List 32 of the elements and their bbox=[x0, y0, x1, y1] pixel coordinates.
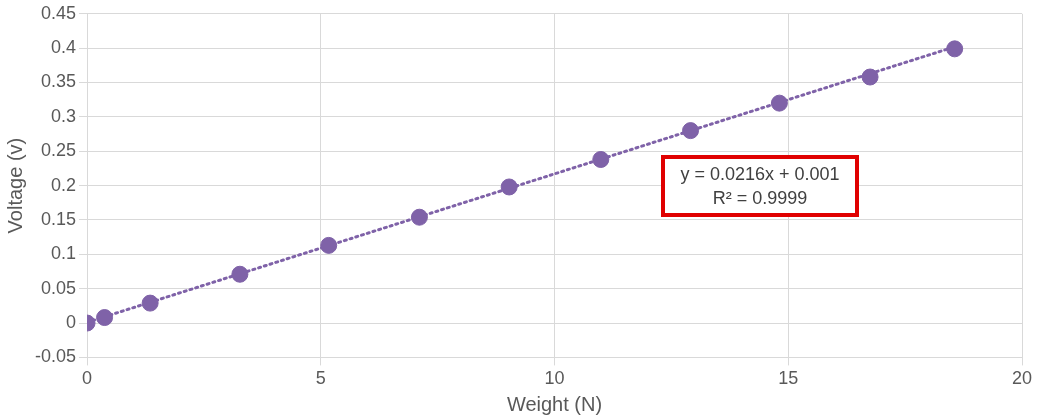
x-tick-label: 0 bbox=[82, 368, 93, 389]
x-tick-label: 10 bbox=[544, 368, 565, 389]
point bbox=[141, 294, 159, 312]
y-tick-label: 0.35 bbox=[40, 71, 77, 92]
annotation: R² = 0.9999 bbox=[712, 187, 808, 210]
point bbox=[770, 94, 788, 112]
point bbox=[946, 40, 964, 58]
y-tick-label: 0.15 bbox=[40, 208, 77, 229]
point bbox=[96, 309, 114, 327]
y-tick-label: 0 bbox=[66, 312, 77, 333]
y-tick-label: 0.05 bbox=[40, 277, 77, 298]
y-tick-label: 0.2 bbox=[51, 174, 77, 195]
point bbox=[682, 122, 700, 140]
x-axis-title: Weight (N) bbox=[506, 392, 603, 415]
point bbox=[592, 150, 610, 168]
note-frame: y = 0.0216x + 0.001 R² = 0.9999 bbox=[661, 155, 859, 217]
point bbox=[410, 208, 428, 226]
y-tick-label: 0.4 bbox=[51, 37, 77, 58]
x-tick-label: 15 bbox=[778, 368, 799, 389]
point bbox=[861, 68, 879, 86]
annotation: y = 0.0216x + 0.001 bbox=[680, 163, 840, 186]
y-axis-title: Voltage (v) bbox=[3, 137, 26, 234]
x-tick-label: 20 bbox=[1011, 368, 1033, 389]
point bbox=[320, 236, 338, 254]
y-tick-label: -0.05 bbox=[35, 346, 77, 367]
y-tick-label: 0.3 bbox=[51, 105, 77, 126]
x-tick-label: 5 bbox=[315, 368, 326, 389]
point bbox=[231, 265, 249, 283]
y-tick-label: 0.45 bbox=[40, 2, 77, 23]
y-tick-label: 0.25 bbox=[40, 140, 77, 161]
point bbox=[500, 178, 518, 196]
y-tick-label: 0.1 bbox=[51, 243, 77, 264]
